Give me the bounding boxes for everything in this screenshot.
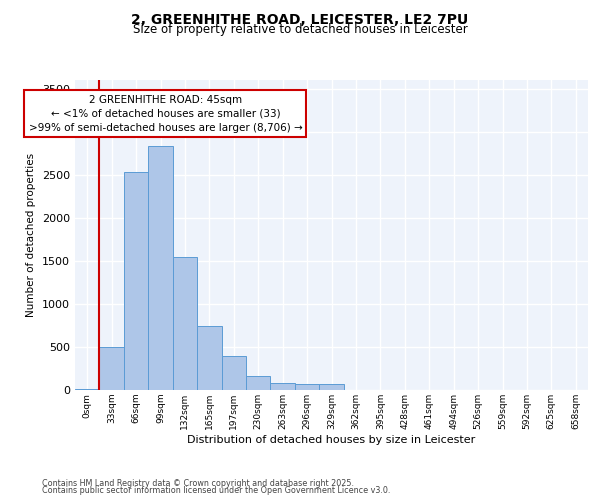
Bar [221, 356, 246, 390]
Bar [319, 384, 344, 390]
Bar [295, 384, 319, 390]
Text: 2, GREENHITHE ROAD, LEICESTER, LE2 7PU: 2, GREENHITHE ROAD, LEICESTER, LE2 7PU [131, 12, 469, 26]
Text: Size of property relative to detached houses in Leicester: Size of property relative to detached ho… [133, 24, 467, 36]
Bar [173, 258, 197, 390]
Text: Contains public sector information licensed under the Open Government Licence v3: Contains public sector information licen… [42, 486, 391, 495]
Text: 2 GREENHITHE ROAD: 45sqm
← <1% of detached houses are smaller (33)
>99% of semi-: 2 GREENHITHE ROAD: 45sqm ← <1% of detach… [29, 94, 302, 132]
Bar [246, 376, 271, 390]
Text: Contains HM Land Registry data © Crown copyright and database right 2025.: Contains HM Land Registry data © Crown c… [42, 478, 354, 488]
Bar [75, 389, 100, 390]
Bar [100, 347, 124, 390]
Bar [197, 326, 221, 390]
Bar [148, 146, 173, 390]
Bar [271, 383, 295, 390]
Bar [124, 172, 148, 390]
X-axis label: Distribution of detached houses by size in Leicester: Distribution of detached houses by size … [187, 434, 476, 444]
Y-axis label: Number of detached properties: Number of detached properties [26, 153, 37, 317]
